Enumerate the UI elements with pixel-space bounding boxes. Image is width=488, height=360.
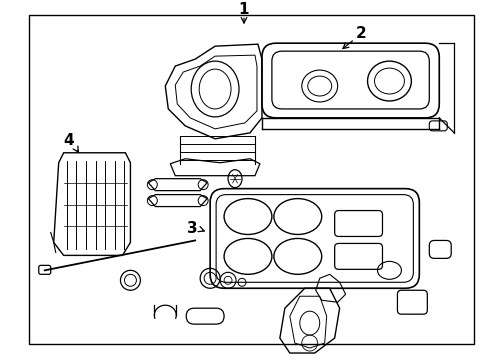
Text: 4: 4 (63, 133, 74, 148)
Text: 1: 1 (238, 2, 249, 17)
Text: 3: 3 (186, 221, 197, 236)
Text: 2: 2 (355, 26, 366, 41)
